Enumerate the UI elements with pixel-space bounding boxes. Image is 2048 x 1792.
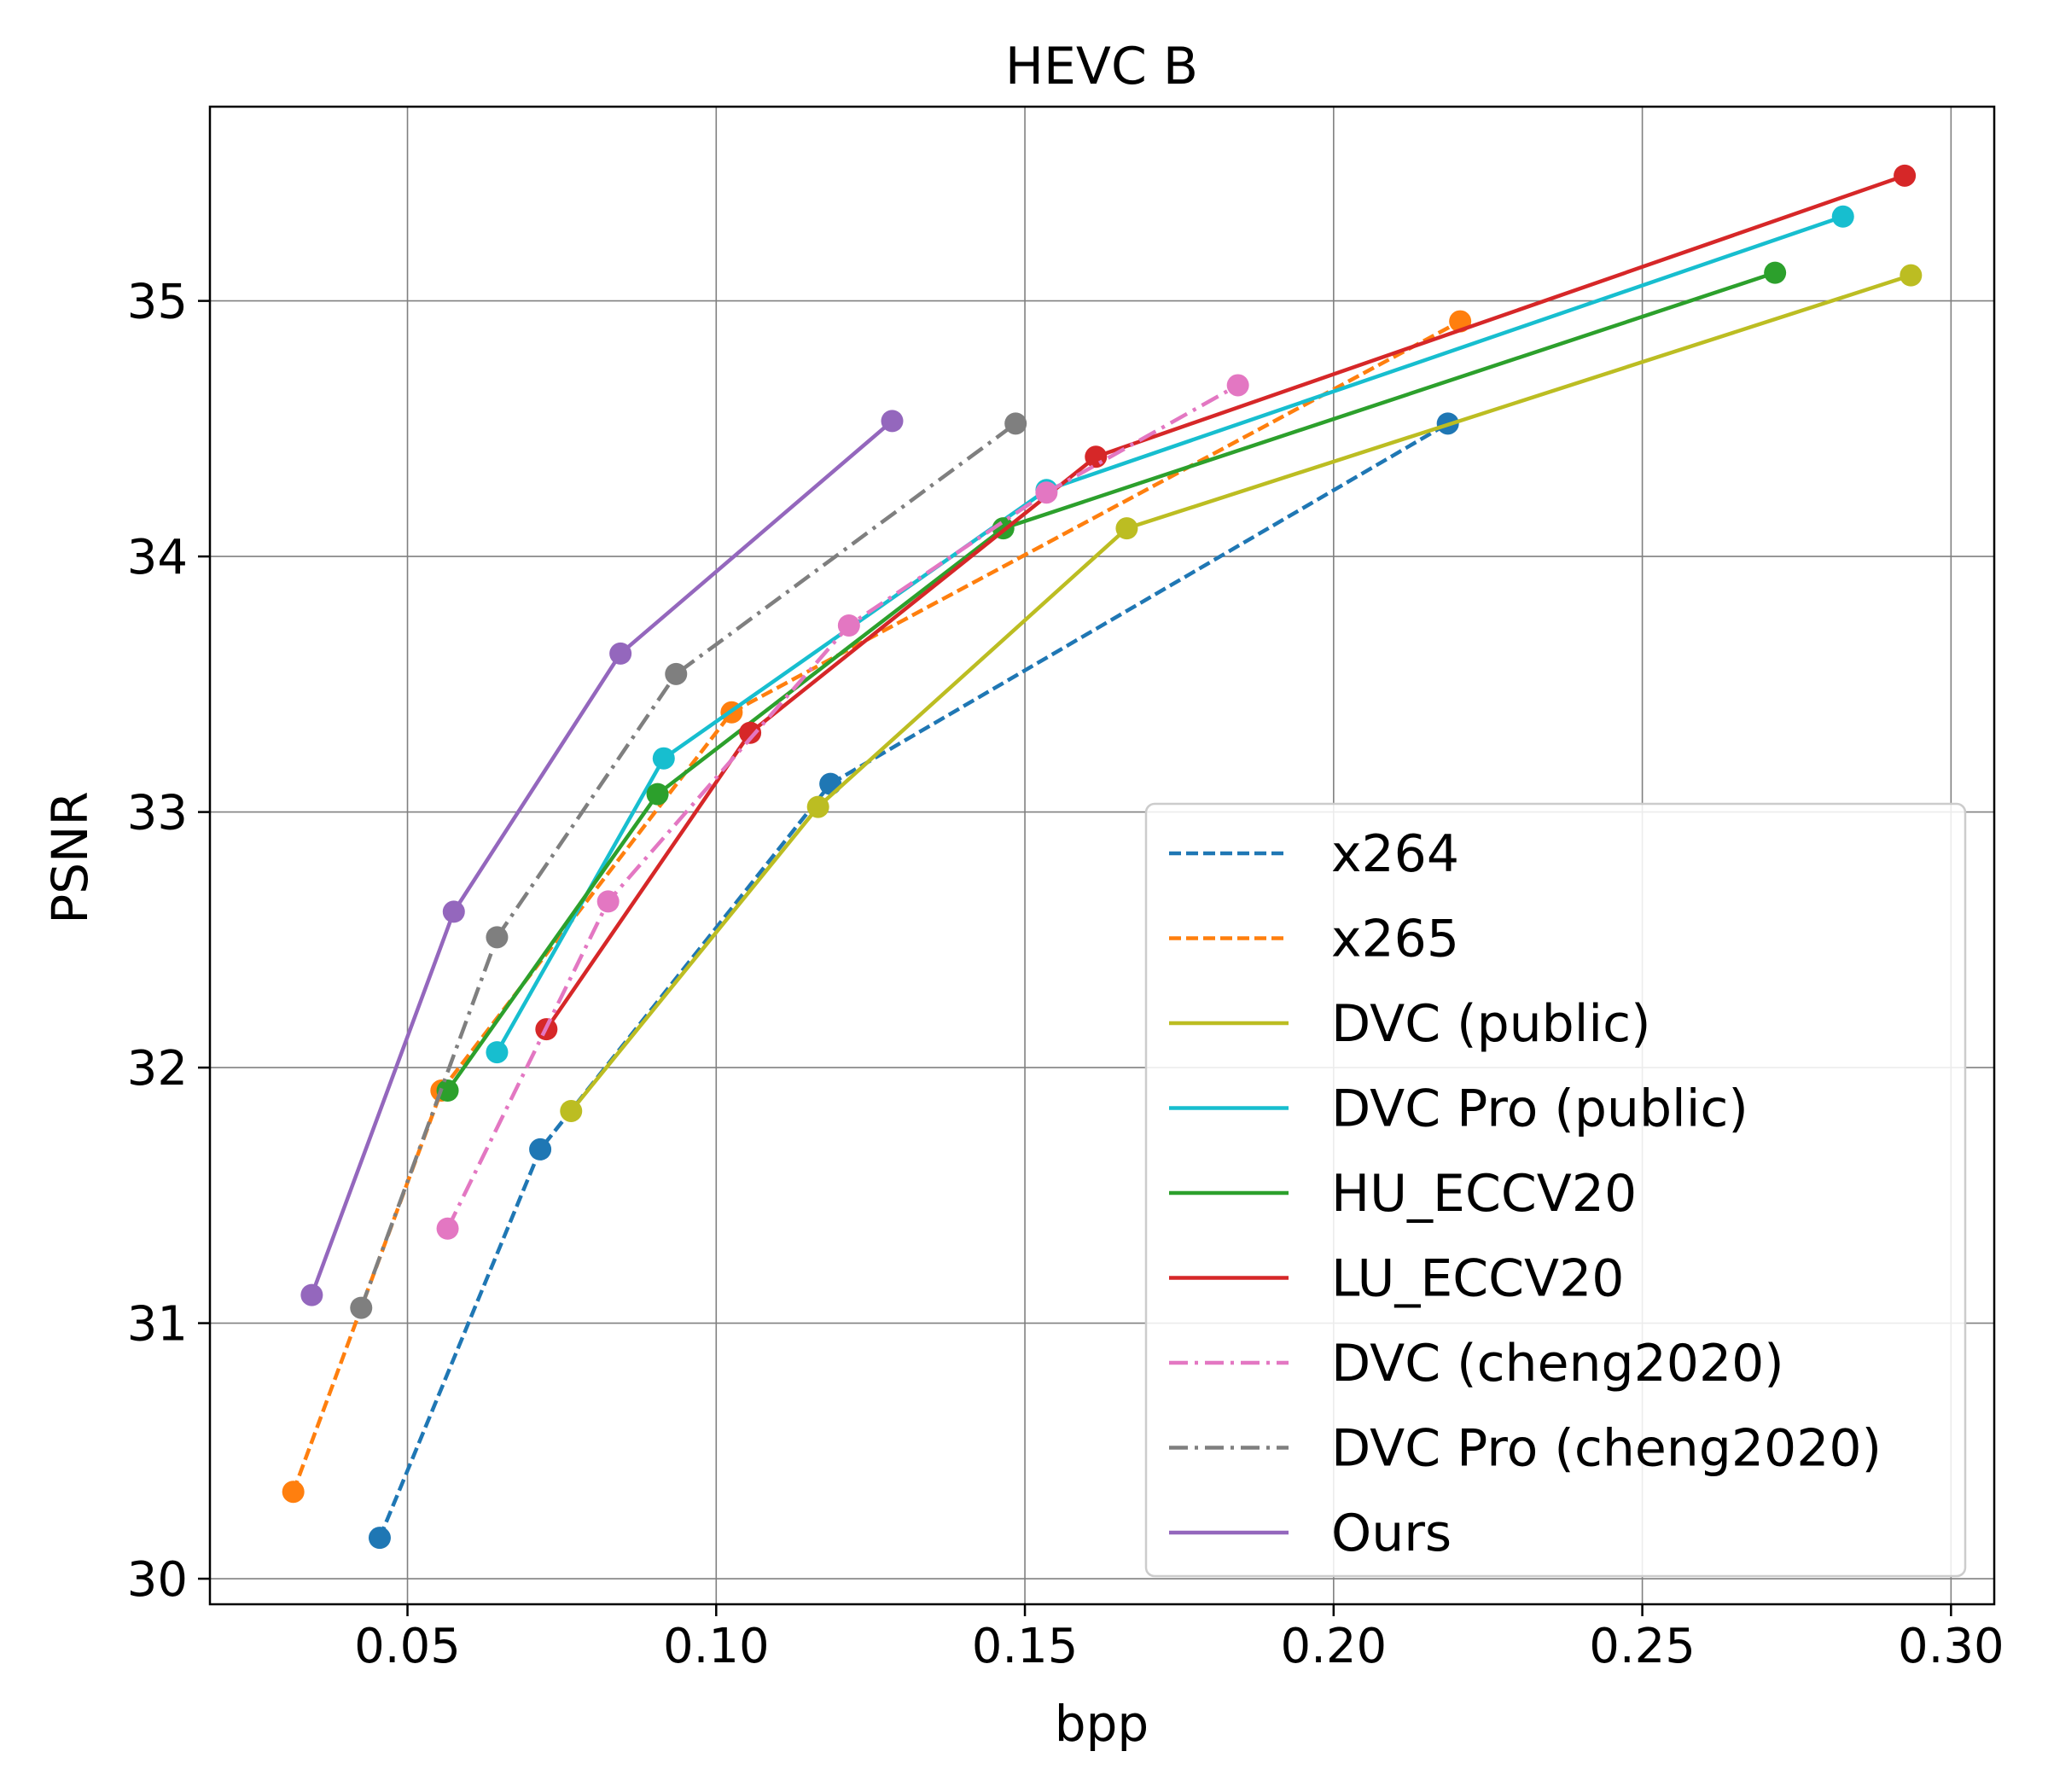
data-point <box>1831 205 1854 228</box>
legend-item: LU_ECCV20 <box>1169 1249 1624 1309</box>
x-tick-label: 0.15 <box>972 1619 1079 1674</box>
data-point <box>1115 517 1138 540</box>
data-point <box>596 890 620 913</box>
x-tick-label: 0.10 <box>663 1619 770 1674</box>
data-point <box>486 1041 509 1064</box>
legend-item: DVC (cheng2020) <box>1169 1334 1784 1393</box>
y-tick-label: 34 <box>127 530 188 585</box>
legend: x264 x265 DVC (public) DVC Pro (public) HU_E… <box>1144 802 1967 1578</box>
series-line <box>359 422 1017 1309</box>
data-point <box>819 772 842 795</box>
series-x264 <box>368 412 1459 1550</box>
x-tick-label: 0.05 <box>354 1619 461 1674</box>
legend-label: DVC Pro (public) <box>1331 1079 1748 1139</box>
data-point <box>529 1137 552 1161</box>
data-point <box>436 1217 459 1240</box>
series-lu-eccv20 <box>535 164 1917 1041</box>
data-point <box>1764 261 1787 284</box>
legend-label: Ours <box>1331 1504 1452 1563</box>
x-tick-label: 0.20 <box>1280 1619 1387 1674</box>
data-point <box>442 900 465 923</box>
legend-item: x264 <box>1169 824 1459 884</box>
legend-label: DVC (cheng2020) <box>1331 1334 1784 1393</box>
data-point <box>368 1527 391 1550</box>
legend-item: DVC Pro (cheng2020) <box>1169 1419 1882 1479</box>
data-point <box>300 1283 323 1306</box>
legend-label: x265 <box>1331 910 1459 969</box>
series-layer <box>282 164 1923 1550</box>
y-tick-label: 32 <box>127 1041 188 1097</box>
series-dvc-public <box>560 264 1923 1122</box>
chart-title: HEVC B <box>1005 37 1198 96</box>
x-axis-label: bpp <box>1055 1695 1149 1753</box>
series-line <box>310 419 893 1296</box>
legend-item: HU_ECCV20 <box>1169 1164 1637 1224</box>
data-point <box>1226 374 1249 397</box>
x-tick-label: 0.30 <box>1898 1619 2004 1674</box>
data-point <box>350 1296 373 1319</box>
data-point <box>609 642 632 665</box>
series-line <box>377 422 1449 1539</box>
data-point <box>739 721 762 744</box>
legend-item: Ours <box>1169 1504 1452 1563</box>
data-point <box>881 410 904 433</box>
data-point <box>436 1079 459 1103</box>
y-tick-label: 31 <box>127 1297 188 1353</box>
series-line <box>569 273 1912 1113</box>
data-point <box>665 662 688 685</box>
legend-label: DVC (public) <box>1331 994 1651 1054</box>
data-point <box>1035 481 1058 504</box>
legend-label: x264 <box>1331 824 1459 884</box>
legend-label: HU_ECCV20 <box>1331 1164 1637 1224</box>
data-point <box>560 1099 583 1122</box>
legend-box <box>1144 802 1967 1578</box>
legend-item: DVC Pro (public) <box>1169 1079 1748 1139</box>
data-point <box>806 795 829 818</box>
data-point <box>1894 164 1917 187</box>
legend-item: DVC (public) <box>1169 994 1651 1054</box>
series-dvc-pro-cheng2020 <box>350 412 1027 1319</box>
series-line <box>445 271 1776 1092</box>
data-point <box>1085 445 1108 468</box>
data-point <box>646 783 669 806</box>
series-hu-eccv20 <box>436 261 1787 1103</box>
axis-ticks: 0.05 0.10 0.15 0.20 0.25 0.30 30 31 32 33 34 35 <box>127 275 2004 1674</box>
series-line <box>544 173 1905 1031</box>
data-point <box>1900 264 1923 287</box>
data-point <box>652 747 675 770</box>
data-point <box>486 926 509 949</box>
data-point <box>282 1481 305 1504</box>
y-tick-label: 35 <box>127 275 188 330</box>
legend-label: LU_ECCV20 <box>1331 1249 1624 1309</box>
plot-frame <box>208 105 1996 1606</box>
legend-item: x265 <box>1169 910 1459 969</box>
x-tick-label: 0.25 <box>1589 1619 1696 1674</box>
series-ours <box>300 410 904 1306</box>
y-tick-label: 30 <box>127 1552 188 1608</box>
y-axis-label: PSNR <box>41 791 99 923</box>
legend-label: DVC Pro (cheng2020) <box>1331 1419 1882 1479</box>
series-dvc-cheng2020 <box>436 374 1249 1240</box>
data-point <box>837 614 860 637</box>
data-point <box>1004 412 1027 435</box>
y-tick-label: 33 <box>127 786 188 841</box>
